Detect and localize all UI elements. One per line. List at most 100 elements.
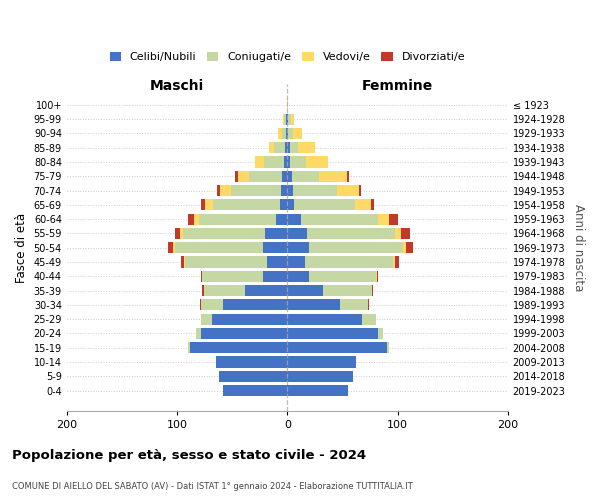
Text: Femmine: Femmine bbox=[362, 80, 433, 94]
Bar bbox=[287, 185, 293, 196]
Bar bbox=[212, 314, 287, 324]
Bar bbox=[289, 114, 290, 125]
Bar bbox=[378, 214, 389, 224]
Bar bbox=[368, 300, 369, 310]
Bar bbox=[286, 128, 287, 139]
Bar bbox=[293, 185, 337, 196]
Bar bbox=[202, 328, 287, 339]
Bar bbox=[287, 270, 310, 282]
Bar bbox=[287, 356, 356, 368]
Bar bbox=[319, 170, 347, 182]
Bar bbox=[215, 356, 287, 368]
Bar bbox=[199, 214, 276, 224]
Bar bbox=[372, 285, 373, 296]
Bar bbox=[403, 242, 406, 254]
Bar bbox=[287, 256, 305, 268]
Bar bbox=[281, 185, 287, 196]
Bar bbox=[310, 242, 403, 254]
Bar bbox=[287, 228, 307, 239]
Bar bbox=[263, 270, 287, 282]
Bar bbox=[290, 142, 298, 154]
Bar bbox=[323, 285, 372, 296]
Bar bbox=[376, 270, 377, 282]
Bar bbox=[386, 342, 389, 353]
Bar bbox=[278, 128, 282, 139]
Bar bbox=[280, 200, 287, 210]
Bar bbox=[284, 114, 286, 125]
Bar bbox=[203, 285, 245, 296]
Bar bbox=[265, 228, 287, 239]
Bar bbox=[287, 314, 362, 324]
Bar bbox=[185, 256, 268, 268]
Bar bbox=[202, 314, 212, 324]
Bar bbox=[406, 242, 413, 254]
Bar bbox=[235, 170, 238, 182]
Bar bbox=[194, 214, 199, 224]
Bar bbox=[219, 370, 287, 382]
Bar bbox=[283, 114, 284, 125]
Bar bbox=[256, 156, 264, 168]
Bar bbox=[190, 342, 287, 353]
Bar bbox=[200, 300, 202, 310]
Bar bbox=[287, 342, 386, 353]
Bar bbox=[188, 342, 190, 353]
Text: Popolazione per età, sesso e stato civile - 2024: Popolazione per età, sesso e stato civil… bbox=[12, 450, 366, 462]
Bar bbox=[305, 256, 393, 268]
Bar bbox=[168, 242, 173, 254]
Bar bbox=[202, 285, 203, 296]
Bar bbox=[214, 200, 280, 210]
Bar bbox=[294, 200, 355, 210]
Text: Maschi: Maschi bbox=[150, 80, 204, 94]
Bar bbox=[274, 142, 285, 154]
Bar bbox=[307, 228, 395, 239]
Bar bbox=[290, 114, 294, 125]
Bar bbox=[263, 242, 287, 254]
Bar bbox=[395, 256, 398, 268]
Bar bbox=[306, 156, 328, 168]
Bar bbox=[286, 114, 287, 125]
Bar bbox=[347, 170, 349, 182]
Y-axis label: Anni di nascita: Anni di nascita bbox=[572, 204, 585, 292]
Bar bbox=[395, 228, 401, 239]
Bar bbox=[249, 170, 282, 182]
Bar bbox=[389, 214, 398, 224]
Bar bbox=[290, 156, 306, 168]
Bar bbox=[287, 328, 378, 339]
Bar bbox=[284, 156, 287, 168]
Bar bbox=[355, 200, 371, 210]
Bar bbox=[231, 185, 281, 196]
Bar bbox=[401, 228, 410, 239]
Bar bbox=[362, 314, 376, 324]
Text: COMUNE DI AIELLO DEL SABATO (AV) - Dati ISTAT 1° gennaio 2024 - Elaborazione TUT: COMUNE DI AIELLO DEL SABATO (AV) - Dati … bbox=[12, 482, 413, 491]
Bar bbox=[181, 228, 182, 239]
Bar bbox=[301, 214, 378, 224]
Bar bbox=[393, 256, 395, 268]
Bar bbox=[175, 228, 181, 239]
Bar bbox=[282, 170, 287, 182]
Bar bbox=[287, 100, 289, 110]
Bar bbox=[287, 156, 290, 168]
Bar bbox=[377, 270, 378, 282]
Bar bbox=[276, 214, 287, 224]
Bar bbox=[184, 256, 185, 268]
Y-axis label: Fasce di età: Fasce di età bbox=[15, 212, 28, 283]
Bar bbox=[205, 200, 214, 210]
Bar bbox=[217, 185, 220, 196]
Legend: Celibi/Nubili, Coniugati/e, Vedovi/e, Divorziati/e: Celibi/Nubili, Coniugati/e, Vedovi/e, Di… bbox=[105, 48, 469, 67]
Bar bbox=[310, 270, 376, 282]
Bar bbox=[371, 200, 374, 210]
Bar bbox=[287, 114, 289, 125]
Bar bbox=[181, 256, 184, 268]
Bar bbox=[298, 142, 315, 154]
Bar bbox=[268, 256, 287, 268]
Bar bbox=[282, 128, 286, 139]
Bar bbox=[223, 385, 287, 396]
Bar bbox=[287, 142, 290, 154]
Bar bbox=[269, 142, 274, 154]
Bar bbox=[245, 285, 287, 296]
Bar bbox=[264, 156, 284, 168]
Bar bbox=[293, 128, 302, 139]
Bar bbox=[378, 328, 383, 339]
Bar bbox=[220, 185, 231, 196]
Bar bbox=[287, 370, 353, 382]
